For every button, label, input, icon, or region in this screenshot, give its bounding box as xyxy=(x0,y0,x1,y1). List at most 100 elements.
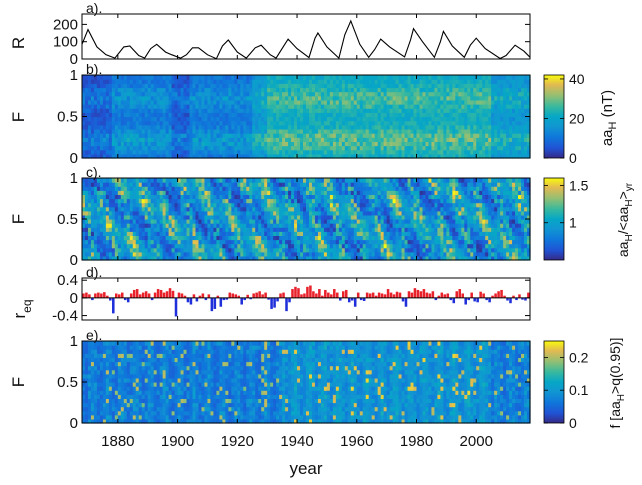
heat-cell xyxy=(323,182,328,187)
heat-cell xyxy=(129,219,134,224)
heat-cell xyxy=(314,112,319,118)
heat-cell xyxy=(512,133,516,138)
heat-cell xyxy=(491,149,495,155)
heat-cell xyxy=(515,79,519,84)
heat-cell xyxy=(192,190,197,195)
heat-cell xyxy=(434,149,439,155)
heat-cell xyxy=(96,219,101,224)
heat-cell xyxy=(264,112,268,118)
heat-cell xyxy=(219,178,223,183)
heat-cell xyxy=(93,149,98,155)
heat-cell xyxy=(150,210,155,216)
heat-cell xyxy=(413,120,418,126)
heat-cell xyxy=(207,116,212,122)
heat-cell xyxy=(311,149,316,155)
heat-cell xyxy=(231,120,235,126)
heat-cell xyxy=(261,124,265,130)
heat-cell xyxy=(335,124,340,130)
heat-cell xyxy=(488,128,492,134)
heat-cell xyxy=(524,128,528,134)
heat-cell xyxy=(395,141,400,147)
heat-cell xyxy=(320,251,325,257)
heat-cell xyxy=(234,112,238,118)
heat-cell xyxy=(207,219,212,224)
heat-cell xyxy=(273,178,277,183)
heat-cell xyxy=(458,133,462,138)
heat-cell xyxy=(210,182,215,187)
heat-cell xyxy=(458,120,462,126)
heat-cell xyxy=(240,219,244,224)
heat-cell xyxy=(240,112,244,118)
heat-cell xyxy=(294,206,298,212)
heat-cell xyxy=(518,99,522,105)
heat-cell xyxy=(111,128,116,134)
heat-cell xyxy=(174,128,179,134)
heat-cell xyxy=(198,194,203,200)
heat-cell xyxy=(270,91,274,97)
heat-cell xyxy=(455,75,459,80)
heat-cell xyxy=(204,141,209,147)
heat-cell xyxy=(279,87,283,93)
heat-cell xyxy=(416,128,421,134)
heat-cell xyxy=(515,116,519,122)
heat-cell xyxy=(479,124,483,130)
heat-cell xyxy=(132,141,137,147)
heat-cell xyxy=(335,223,340,228)
heat-cell xyxy=(99,153,104,159)
heat-cell xyxy=(297,202,301,208)
heat-cell xyxy=(126,153,131,159)
heat-cell xyxy=(249,243,253,249)
heat-cell xyxy=(99,243,104,249)
heat-cell xyxy=(344,178,349,183)
heat-cell xyxy=(168,133,173,138)
heat-cell xyxy=(398,104,403,109)
heat-cell xyxy=(285,227,289,232)
heat-cell xyxy=(452,133,456,138)
heat-cell xyxy=(189,153,194,159)
heat-cell xyxy=(120,120,125,126)
heat-cell xyxy=(359,194,364,200)
heat-cell xyxy=(440,95,444,101)
heat-cell xyxy=(252,255,256,261)
heat-cell xyxy=(240,202,244,208)
heat-cell xyxy=(117,206,122,212)
heat-cell xyxy=(201,149,206,155)
heat-cell xyxy=(264,137,268,142)
heat-cell xyxy=(428,145,433,151)
heat-cell xyxy=(524,120,528,126)
heat-cell xyxy=(443,145,447,151)
heat-cell xyxy=(147,182,152,187)
heat-cell xyxy=(108,251,113,257)
heat-cell xyxy=(264,75,268,80)
heat-cell xyxy=(306,87,310,93)
heat-cell xyxy=(114,186,119,191)
heat-cell xyxy=(162,83,167,89)
heat-cell xyxy=(356,128,361,134)
heat-cell xyxy=(222,153,226,159)
heat-cell xyxy=(105,251,110,257)
heat-cell xyxy=(377,145,382,151)
heat-cell xyxy=(105,255,110,261)
heat-cell xyxy=(249,190,253,195)
heat-cell xyxy=(276,141,280,147)
heat-cell xyxy=(410,145,415,151)
heat-cell xyxy=(162,182,167,187)
heat-cell xyxy=(141,178,146,183)
heat-cell xyxy=(335,194,340,200)
heat-cell xyxy=(326,198,331,204)
heat-cell xyxy=(162,194,167,200)
heat-cell xyxy=(249,186,253,191)
heat-cell xyxy=(449,133,453,138)
heat-cell xyxy=(395,133,400,138)
heat-cell xyxy=(306,149,310,155)
heat-cell xyxy=(509,124,513,130)
heat-cell xyxy=(344,133,349,138)
heat-cell xyxy=(437,124,441,130)
heat-cell xyxy=(129,141,134,147)
heat-cell xyxy=(153,83,158,89)
heat-cell xyxy=(99,104,104,109)
heat-cell xyxy=(506,108,510,113)
heat-cell xyxy=(111,145,116,151)
heat-cell xyxy=(306,231,310,236)
heat-cell xyxy=(183,206,188,212)
